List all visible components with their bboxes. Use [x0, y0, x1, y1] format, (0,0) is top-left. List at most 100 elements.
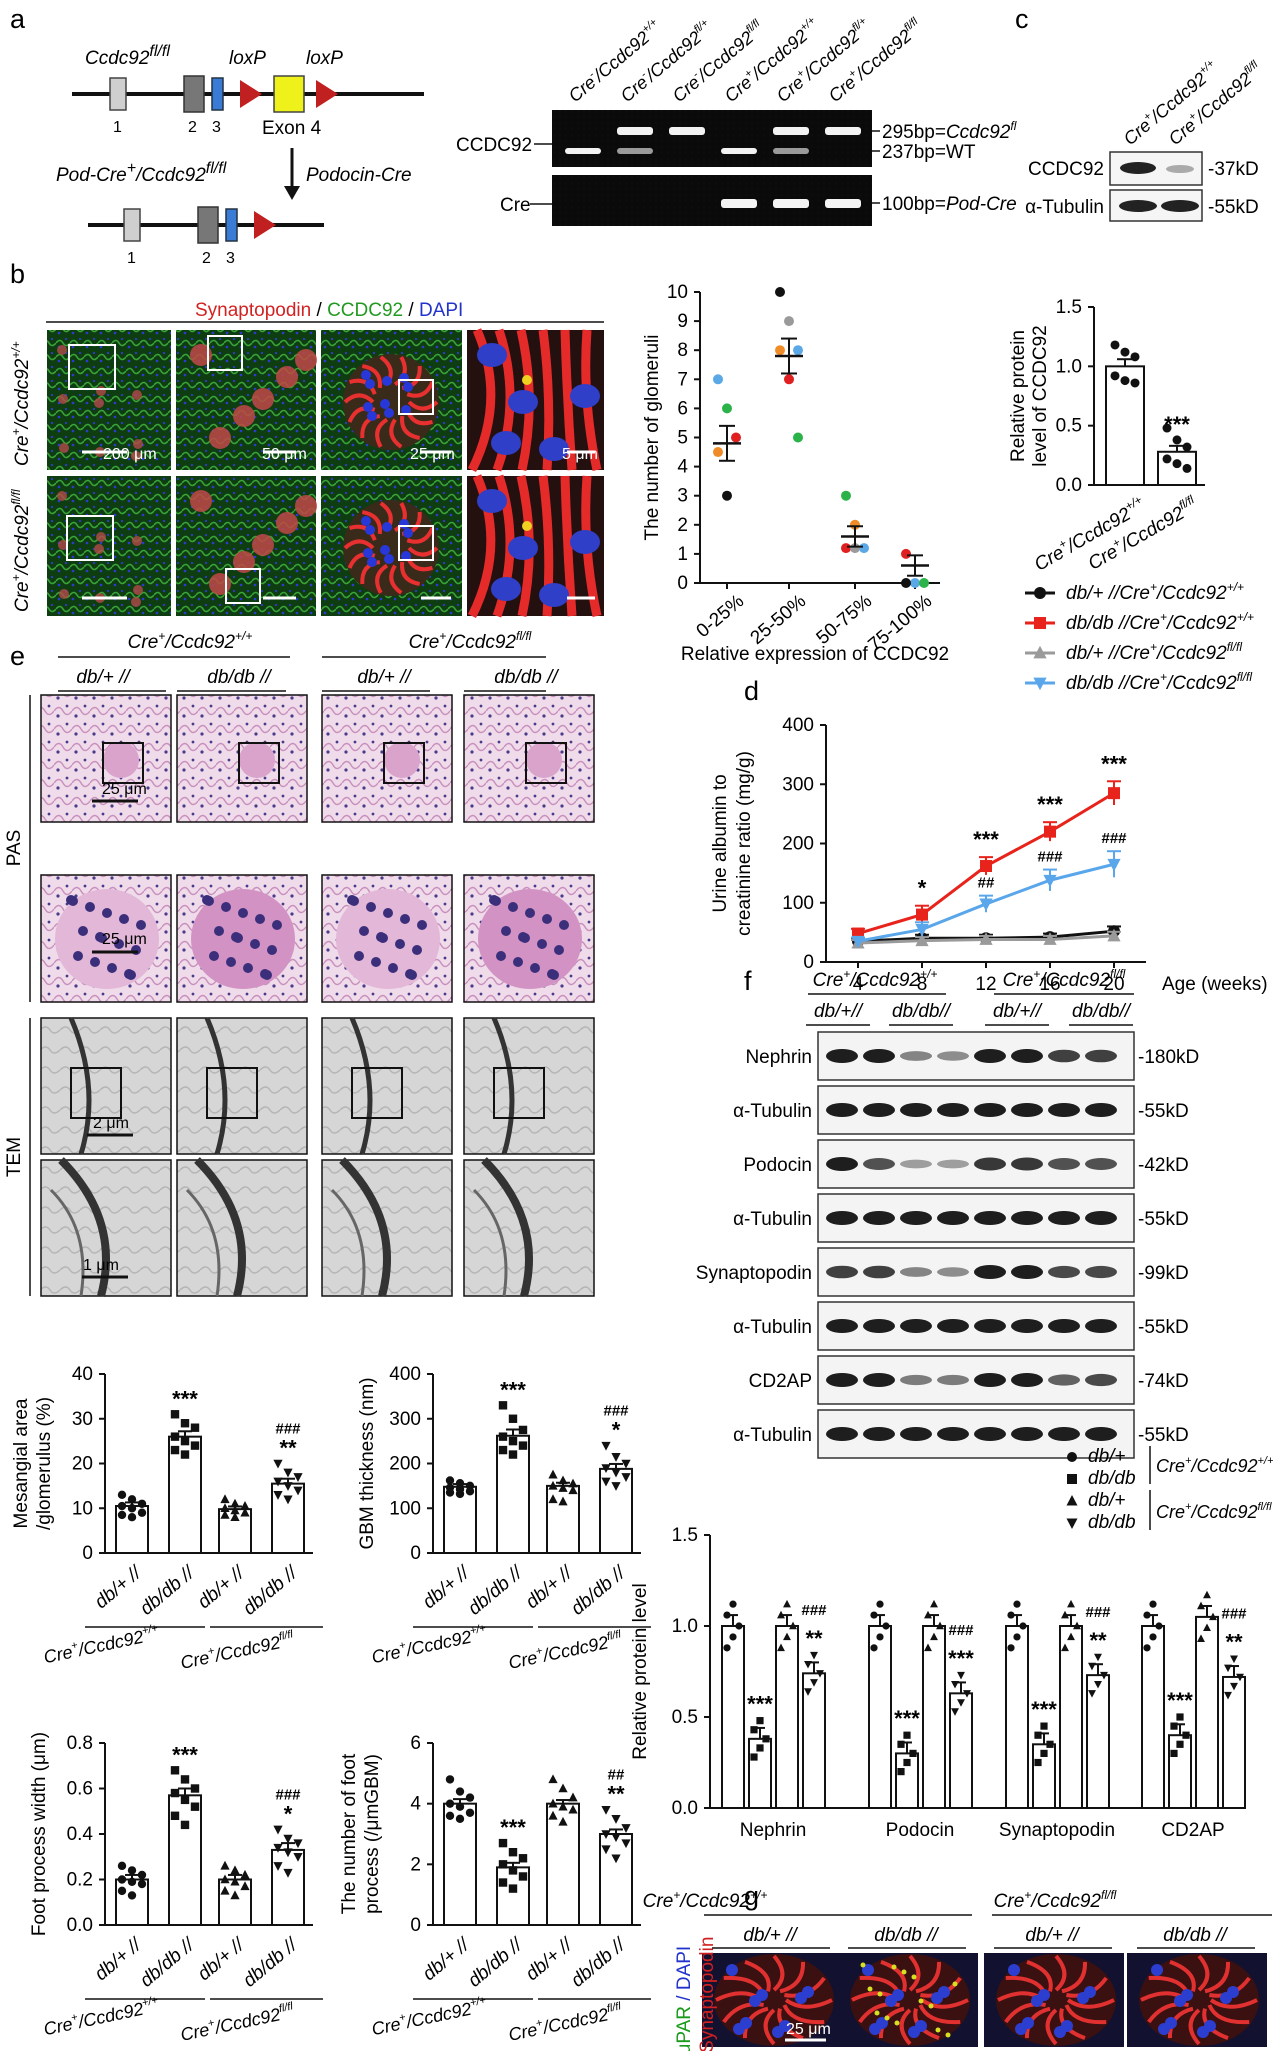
x-tick-label: db/db //: [464, 1562, 527, 1620]
data-point: [1094, 1653, 1102, 1662]
legend-label: db/db: [1088, 1468, 1136, 1489]
data-point: [951, 1681, 959, 1689]
loxp-triangle-bottom: [254, 211, 276, 239]
x-axis-label: Age (weeks): [1162, 974, 1268, 995]
f-size-label: -42kD: [1138, 1155, 1189, 1176]
blot-band: [900, 1267, 932, 1277]
data-point: [1013, 1600, 1021, 1608]
y-tick-label: 0.6: [67, 1779, 93, 1800]
significance-mark: ##: [978, 875, 995, 892]
data-point: [117, 1875, 127, 1884]
y-tick-label: 3: [677, 486, 688, 507]
if-image-r2-c4: [467, 474, 604, 619]
significance-mark: **: [607, 1782, 625, 1807]
data-point: [273, 1825, 283, 1835]
data-point: [1007, 1611, 1015, 1619]
legend-label: db/+ //Cre+/Ccdc92fl/fl: [1066, 640, 1242, 664]
blot-band: [1085, 1373, 1117, 1387]
data-point: [1155, 1622, 1163, 1630]
data-point: [1040, 1749, 1048, 1757]
data-point: [558, 1816, 568, 1826]
bar: [1086, 1674, 1110, 1810]
y-tick-label: 0.5: [1056, 416, 1082, 437]
data-point: [170, 1410, 180, 1419]
blot-band: [900, 1427, 932, 1441]
significance-mark: ***: [500, 1815, 526, 1840]
significance-mark: **: [805, 1626, 823, 1651]
blot-band: [974, 1373, 1006, 1387]
data-point: [1149, 1600, 1157, 1608]
data-point: [240, 1500, 250, 1510]
data-point: [455, 1478, 465, 1488]
blot-band: [900, 1159, 932, 1169]
c-row-label: CCDC92: [1028, 159, 1104, 180]
data-point: [127, 1495, 137, 1504]
significance-mark: ***: [1101, 751, 1127, 776]
blot-band: [863, 1158, 895, 1170]
blot-band: [974, 1211, 1006, 1225]
data-point: [1034, 1758, 1042, 1767]
data-point: [465, 1793, 475, 1802]
significance-mark: ***: [747, 1692, 773, 1717]
data-point: [127, 1866, 137, 1875]
blot-band: [826, 1211, 858, 1225]
e-image-r3-c4: [463, 1017, 595, 1155]
data-point: [777, 1643, 785, 1652]
e-col-label: db/+ //: [357, 667, 412, 688]
data-point: [190, 1441, 200, 1450]
y-tick-label: 0: [803, 952, 814, 973]
data-point: [783, 1599, 791, 1608]
significance-mark: *: [284, 1801, 293, 1826]
f-row-label: Nephrin: [745, 1047, 812, 1068]
e-image-r3-c2: [176, 1017, 308, 1155]
data-point: [548, 1774, 558, 1784]
d-chart: 0 100 200 300 400 4 8 12 16 20 Age (weeks) Urine al…: [710, 580, 1268, 995]
blot-band: [863, 1319, 895, 1333]
blot-band: [937, 1319, 969, 1333]
y-tick-label: 1.5: [672, 1525, 698, 1546]
panel-letter-b: b: [10, 259, 25, 289]
blot-band: [974, 1049, 1006, 1063]
exon-4-label: Exon 4: [262, 118, 322, 139]
significance-mark: ***: [1164, 412, 1190, 437]
f-row-label: α-Tubulin: [733, 1101, 812, 1122]
e-scale-label: 25 μm: [102, 931, 147, 948]
data-point: [117, 1510, 127, 1520]
y-tick-label: 10: [72, 1498, 93, 1519]
bar: [1195, 1615, 1219, 1810]
y-tick-label: 40: [72, 1364, 93, 1385]
f-col-label: db/+//: [993, 1001, 1043, 1022]
data-point: [508, 1866, 518, 1875]
exon-3-box: [211, 77, 224, 111]
data-point: [230, 1890, 240, 1900]
data-point: [601, 1441, 611, 1451]
panel-a-gel: Cre-/Ccdc92+/+Cre-/Ccdc92fl/+Cre-/Ccdc92…: [456, 14, 1017, 226]
data-point: [117, 1490, 127, 1500]
data-point: [870, 1611, 878, 1619]
data-point: [859, 543, 869, 554]
data-point: [957, 1699, 965, 1707]
significance-mark: ###: [801, 1602, 827, 1619]
x-group-label: Cre+/Ccdc92fl/fl: [506, 1628, 624, 1673]
panel-letter-a: a: [10, 4, 26, 34]
g-group-label: Cre+/Ccdc92fl/fl: [994, 1888, 1117, 1912]
data-point: [1182, 442, 1192, 452]
data-point: [568, 1792, 578, 1802]
y-tick-label: 6: [410, 1733, 421, 1754]
f-size-label: -55kD: [1138, 1425, 1189, 1446]
data-point: [1170, 1749, 1178, 1757]
data-point: [775, 287, 785, 297]
data-point: [793, 432, 803, 443]
significance-mark: ***: [172, 1742, 198, 1767]
data-point: [1172, 435, 1182, 445]
data-point: [558, 1483, 568, 1492]
gene-bottom-label: Pod-Cre+/Ccdc92fl/fl: [56, 160, 227, 186]
data-point: [777, 1610, 785, 1619]
legend-marker: [1033, 677, 1047, 691]
data-point: [611, 1815, 621, 1824]
loxp-label-2: loxP: [306, 48, 343, 69]
legend-label: db/db //Cre+/Ccdc92+/+: [1066, 610, 1254, 634]
data-point: [915, 933, 929, 947]
y-tick-label: 300: [782, 774, 814, 795]
x-group-label: Cre+/Ccdc92+/+: [42, 1994, 162, 2039]
